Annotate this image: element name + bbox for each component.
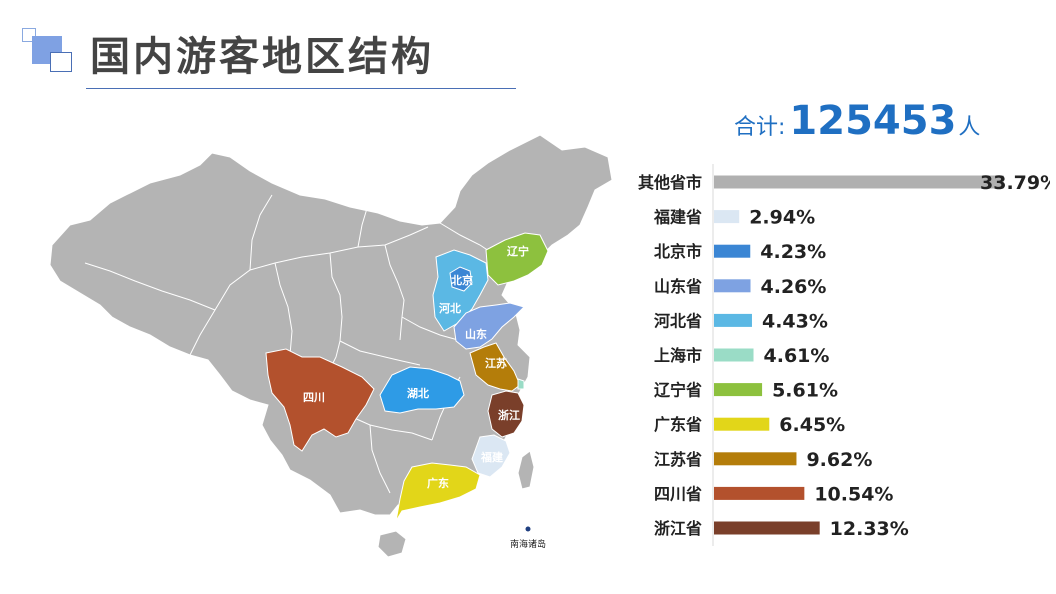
- bar: [714, 175, 1004, 189]
- bar-category-label: 其他省市: [638, 173, 702, 192]
- bar-category-label: 北京市: [654, 242, 702, 261]
- bar-value-label: 4.61%: [764, 345, 830, 367]
- bar: [714, 486, 805, 500]
- bar-category-label: 辽宁省: [654, 381, 702, 400]
- map-label-guangdong: 广东: [427, 476, 449, 490]
- page-title: 国内游客地区结构: [90, 34, 434, 80]
- bar-category-label: 浙江省: [654, 519, 702, 538]
- total-value: 125453: [789, 98, 957, 144]
- map-province-hebei: [432, 249, 489, 332]
- bar-category-label: 福建省: [653, 208, 702, 227]
- bar-value-label: 4.43%: [762, 310, 828, 332]
- bar: [714, 210, 740, 224]
- bar-category-label: 四川省: [654, 484, 702, 503]
- map-label-zhejiang: 浙江: [498, 408, 520, 422]
- map-province-beijing: [449, 266, 473, 292]
- total-unit: 人: [958, 115, 981, 140]
- map-island-hainan: [377, 530, 407, 558]
- bar: [714, 521, 820, 535]
- bar: [714, 348, 754, 362]
- bar-value-label: 6.45%: [779, 414, 845, 436]
- map-province-sichuan: [265, 348, 375, 452]
- map-label-fujian: 福建: [480, 450, 504, 464]
- map-province-shandong: [453, 302, 525, 350]
- title-logo-mark: [22, 28, 76, 74]
- map-province-guangdong: [395, 462, 481, 522]
- bar-category-label: 上海市: [654, 346, 702, 365]
- bar-category-label: 广东省: [654, 415, 702, 434]
- map-label-liaoning: 辽宁: [507, 244, 529, 258]
- map-label-hebei: 河北: [439, 301, 461, 315]
- bar-value-label: 33.79%: [980, 172, 1050, 194]
- bar: [714, 383, 763, 397]
- map-province-hubei: [379, 366, 465, 414]
- bar-value-label: 4.26%: [761, 276, 827, 298]
- total-label: 合计:: [734, 115, 786, 140]
- south-sea-marker: [525, 526, 531, 532]
- bar-value-label: 12.33%: [830, 518, 909, 540]
- title-underline: [86, 88, 516, 89]
- bar: [714, 452, 797, 466]
- map-province-liaoning: [485, 232, 549, 286]
- bar-category-label: 河北省: [654, 311, 702, 330]
- china-map: 辽宁 北京 河北 山东 江苏 四川 湖北 浙江 福建 广东 南海诸岛: [49, 134, 613, 558]
- map-label-beijing: 北京: [451, 273, 473, 287]
- map-island-taiwan: [517, 450, 535, 490]
- bar: [714, 244, 751, 258]
- map-province-zhejiang: [487, 390, 525, 438]
- bar-value-label: 9.62%: [806, 449, 872, 471]
- bar: [714, 279, 751, 293]
- logo-outline-square: [22, 28, 36, 42]
- bar-value-label: 4.23%: [760, 241, 826, 263]
- bar-value-label: 2.94%: [749, 207, 815, 229]
- map-label-jiangsu: 江苏: [485, 356, 507, 370]
- bar: [714, 417, 770, 431]
- province-share-bar-chart: 其他省市 33.79% 福建省 2.94% 北京市 4.23% 山东省 4.26% 河北省 4.4…: [638, 164, 1050, 546]
- bar-value-label: 5.61%: [772, 380, 838, 402]
- logo-outline-square-2: [50, 52, 72, 72]
- map-label-shandong: 山东: [465, 327, 487, 341]
- bar-category-label: 山东省: [654, 277, 702, 296]
- bar: [714, 313, 752, 327]
- map-label-hubei: 湖北: [407, 386, 429, 400]
- map-label-sichuan: 四川: [303, 391, 325, 404]
- total-summary: 合计: 125453人: [734, 98, 980, 144]
- bar-category-label: 江苏省: [654, 450, 702, 469]
- map-province-shanghai: [517, 378, 525, 390]
- bar-value-label: 10.54%: [814, 483, 893, 505]
- map-province-fujian: [471, 434, 511, 478]
- map-label-south-sea: 南海诸岛: [510, 538, 546, 550]
